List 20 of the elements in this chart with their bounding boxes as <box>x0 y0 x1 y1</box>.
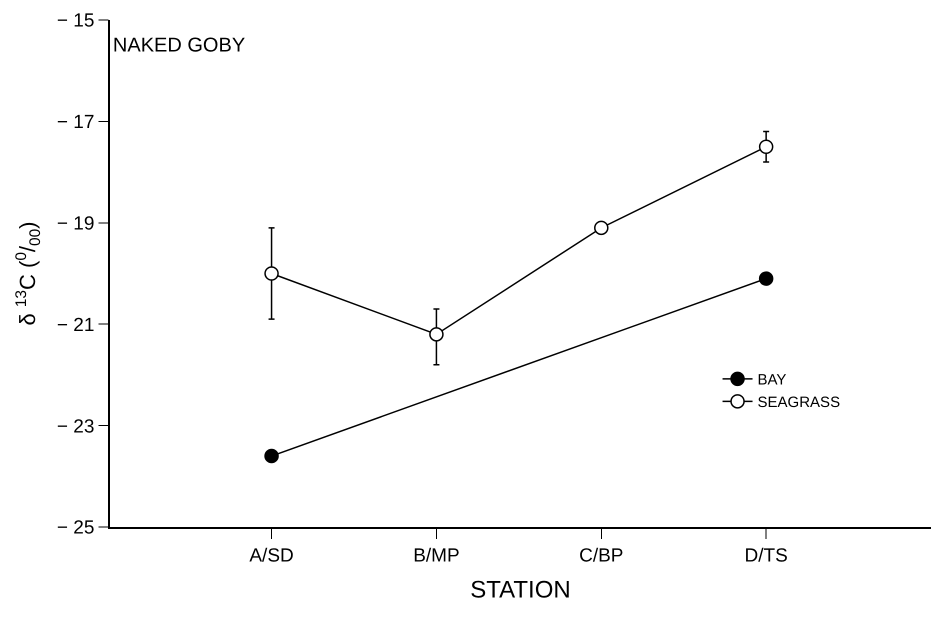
point <box>264 448 279 464</box>
x-axis-title: STATION <box>470 576 571 604</box>
x-tick-label: C/BP <box>579 546 624 567</box>
point <box>758 140 774 154</box>
legend-label: SEAGRASS <box>758 394 840 412</box>
point <box>264 266 279 281</box>
text: NAKED GOBY <box>112 34 246 56</box>
point <box>594 220 609 236</box>
y-tick-label: − 21 <box>56 314 94 336</box>
y-tick-label: − 17 <box>56 112 94 134</box>
y-tick-label: − 19 <box>56 213 94 234</box>
x-tick-label: D/TS <box>744 546 788 567</box>
legend-label: BAY <box>758 372 786 389</box>
point <box>429 327 444 342</box>
y-tick-label: − 15 <box>56 10 94 32</box>
point <box>758 271 774 286</box>
y-tick-label: − 23 <box>56 416 94 438</box>
x-tick-label: B/MP <box>413 546 460 567</box>
x-tick-label: A/SD <box>249 546 294 567</box>
y-tick-label: − 25 <box>56 518 94 539</box>
